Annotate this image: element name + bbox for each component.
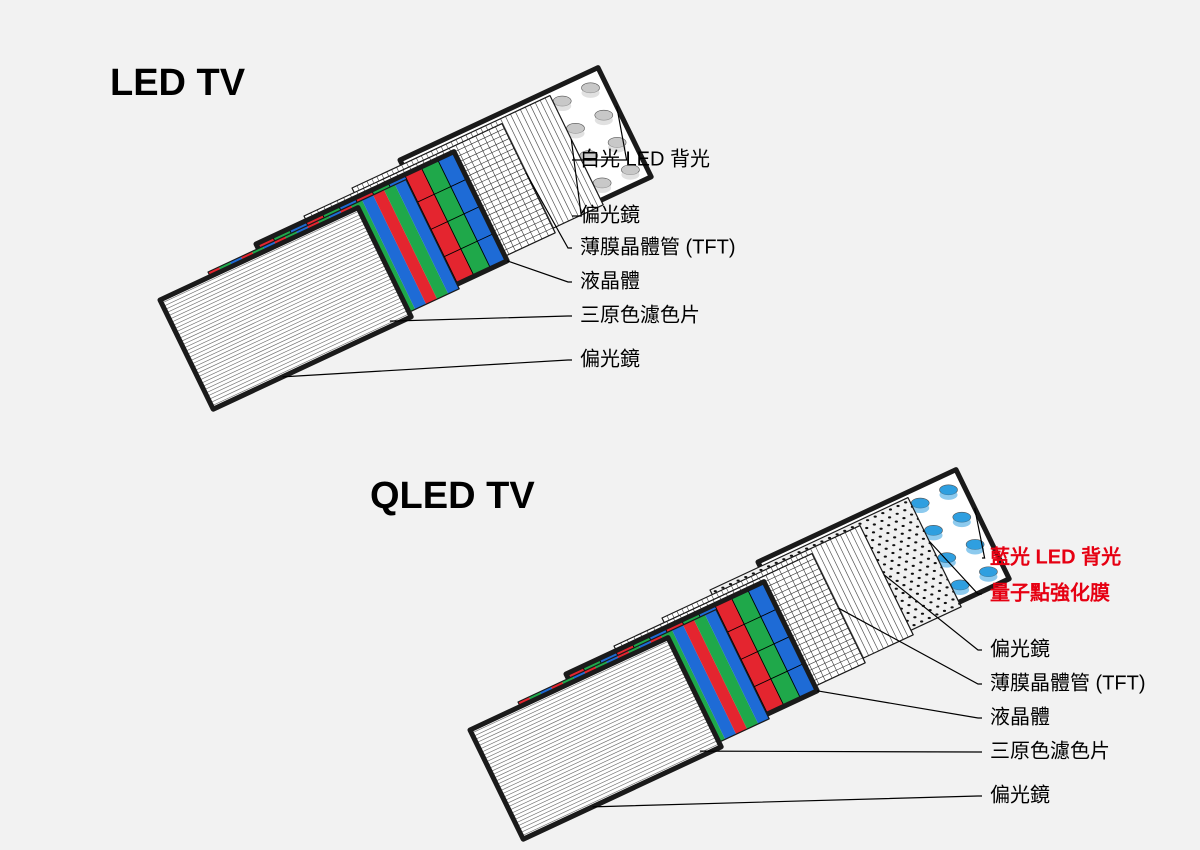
- label-tft: 薄膜晶體管 (TFT): [580, 235, 736, 258]
- leader-polarizer-front: [593, 796, 983, 807]
- label-tft: 薄膜晶體管 (TFT): [990, 671, 1146, 694]
- leader-polarizer-front: [283, 360, 573, 377]
- label-color-filter: 三原色濾色片: [580, 303, 700, 326]
- label-liquid-crystal: 液晶體: [580, 269, 640, 292]
- label-liquid-crystal: 液晶體: [990, 705, 1050, 728]
- qled-tv-diagram-title: QLED TV: [370, 475, 535, 517]
- tv-layer-comparison-diagram: LED TV白光 LED 背光偏光鏡薄膜晶體管 (TFT)液晶體三原色濾色片偏光…: [0, 0, 1200, 850]
- led-tv-diagram: LED TV白光 LED 背光偏光鏡薄膜晶體管 (TFT)液晶體三原色濾色片偏光…: [110, 62, 736, 409]
- label-backlight-blue: 藍光 LED 背光: [990, 544, 1121, 568]
- leader-liquid-crystal: [817, 691, 982, 718]
- label-backlight-white: 白光 LED 背光: [580, 147, 710, 170]
- label-qdef: 量子點強化膜: [990, 580, 1110, 604]
- label-polarizer-front: 偏光鏡: [580, 347, 640, 370]
- label-polarizer-rear: 偏光鏡: [580, 203, 640, 226]
- label-color-filter: 三原色濾色片: [990, 739, 1110, 762]
- label-polarizer-rear: 偏光鏡: [990, 637, 1050, 660]
- leader-color-filter: [390, 316, 572, 321]
- led-tv-diagram-title: LED TV: [110, 62, 246, 104]
- leader-liquid-crystal: [507, 261, 572, 282]
- leader-color-filter: [700, 751, 982, 752]
- qled-tv-diagram: QLED TV藍光 LED 背光量子點強化膜偏光鏡薄膜晶體管 (TFT)液晶體三…: [370, 470, 1146, 840]
- label-polarizer-front: 偏光鏡: [990, 783, 1050, 806]
